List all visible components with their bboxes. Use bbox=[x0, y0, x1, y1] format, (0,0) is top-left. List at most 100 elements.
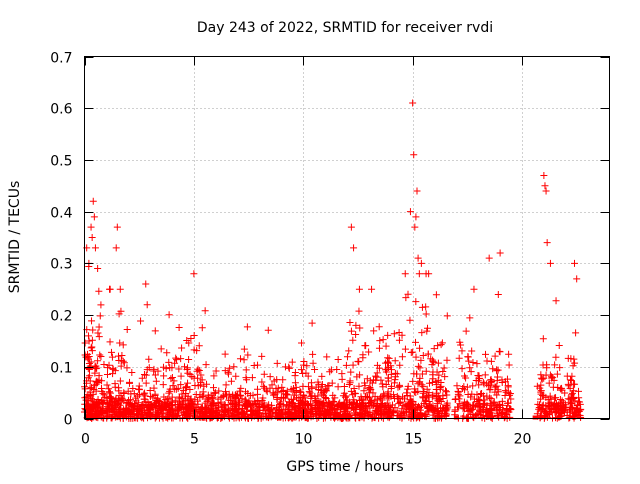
data-point bbox=[101, 393, 109, 401]
data-point bbox=[545, 379, 553, 387]
data-point bbox=[411, 385, 419, 393]
data-point bbox=[395, 336, 403, 344]
data-point bbox=[254, 390, 262, 398]
data-point bbox=[291, 379, 299, 387]
data-point bbox=[412, 353, 420, 361]
data-point bbox=[96, 312, 104, 320]
ticks-layer: 0 0.1 0.2 0.3 0.4 0.5 0.6 0.7 0 5 10 15 20 bbox=[50, 51, 610, 448]
data-point bbox=[356, 324, 364, 332]
data-point bbox=[460, 405, 468, 413]
data-point bbox=[486, 385, 494, 393]
data-point bbox=[297, 366, 305, 374]
data-point bbox=[145, 364, 153, 372]
data-point bbox=[308, 383, 316, 391]
data-point bbox=[539, 361, 547, 369]
y-tick-label: 0.2 bbox=[50, 309, 72, 325]
data-point bbox=[260, 370, 268, 378]
data-point bbox=[120, 359, 128, 367]
data-point bbox=[103, 370, 111, 378]
data-point bbox=[499, 409, 507, 417]
data-point bbox=[357, 408, 365, 416]
data-point bbox=[89, 390, 97, 398]
data-point bbox=[109, 364, 117, 372]
data-point bbox=[395, 400, 403, 408]
data-point bbox=[168, 373, 176, 381]
data-point bbox=[411, 223, 419, 231]
data-point bbox=[88, 317, 96, 325]
data-point bbox=[558, 397, 566, 405]
data-point bbox=[483, 407, 491, 415]
data-point bbox=[316, 410, 324, 418]
data-point bbox=[258, 397, 266, 405]
data-point bbox=[333, 365, 341, 373]
data-point bbox=[221, 401, 229, 409]
data-point bbox=[479, 400, 487, 408]
data-point bbox=[566, 399, 574, 407]
data-point bbox=[287, 396, 295, 404]
data-point bbox=[177, 381, 185, 389]
data-point bbox=[472, 402, 480, 410]
data-point bbox=[136, 391, 144, 399]
data-point bbox=[467, 368, 475, 376]
data-point bbox=[428, 361, 436, 369]
data-point bbox=[390, 330, 398, 338]
data-point bbox=[142, 379, 150, 387]
data-point bbox=[84, 393, 92, 401]
data-point bbox=[276, 411, 284, 419]
data-point bbox=[175, 323, 183, 331]
data-point bbox=[120, 389, 128, 397]
data-point bbox=[435, 414, 443, 422]
data-point bbox=[396, 361, 404, 369]
data-point bbox=[193, 347, 201, 355]
data-point bbox=[536, 414, 544, 422]
data-point bbox=[360, 387, 368, 395]
data-point bbox=[96, 351, 104, 359]
data-point bbox=[464, 407, 472, 415]
data-point bbox=[467, 393, 475, 401]
data-point bbox=[369, 402, 377, 410]
data-point bbox=[491, 388, 499, 396]
data-point bbox=[324, 398, 332, 406]
data-point bbox=[195, 342, 203, 350]
data-point bbox=[258, 352, 266, 360]
data-point bbox=[537, 374, 545, 382]
data-point bbox=[303, 362, 311, 370]
data-point bbox=[440, 364, 448, 372]
data-point bbox=[468, 347, 476, 355]
data-point bbox=[429, 356, 437, 364]
data-point bbox=[352, 321, 360, 329]
data-point bbox=[406, 316, 414, 324]
data-point bbox=[434, 342, 442, 350]
data-point bbox=[416, 374, 424, 382]
data-point bbox=[340, 382, 348, 390]
data-point bbox=[242, 401, 250, 409]
data-point bbox=[542, 409, 550, 417]
data-point bbox=[185, 356, 193, 364]
data-point bbox=[221, 350, 229, 358]
data-point bbox=[309, 359, 317, 367]
data-point bbox=[553, 406, 561, 414]
data-point bbox=[489, 365, 497, 373]
data-point bbox=[150, 384, 158, 392]
data-point bbox=[424, 392, 432, 400]
data-point bbox=[382, 342, 390, 350]
data-point bbox=[367, 398, 375, 406]
data-point bbox=[379, 383, 387, 391]
data-point bbox=[570, 387, 578, 395]
data-point bbox=[115, 310, 123, 318]
data-point bbox=[375, 364, 383, 372]
data-point bbox=[127, 410, 135, 418]
data-point bbox=[376, 411, 384, 419]
data-point bbox=[402, 294, 410, 302]
data-point bbox=[107, 348, 115, 356]
data-point bbox=[287, 385, 295, 393]
data-point bbox=[353, 373, 361, 381]
data-point bbox=[572, 329, 580, 337]
data-point bbox=[433, 381, 441, 389]
data-point bbox=[355, 382, 363, 390]
data-point bbox=[106, 406, 114, 414]
data-point bbox=[91, 363, 99, 371]
data-point bbox=[459, 401, 467, 409]
data-point bbox=[150, 365, 158, 373]
y-tick-label: 0.1 bbox=[50, 361, 72, 377]
